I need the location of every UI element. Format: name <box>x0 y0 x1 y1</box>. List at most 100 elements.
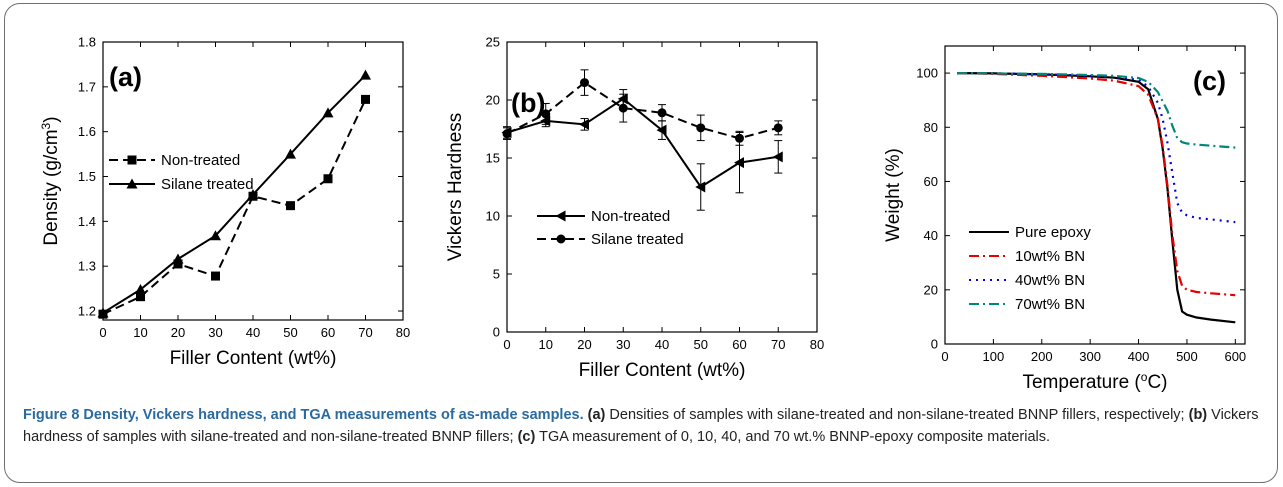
legend-marker <box>126 178 138 189</box>
y-tick-label: 1.2 <box>78 304 96 319</box>
data-point <box>211 271 220 281</box>
x-tick-label: 70 <box>358 325 372 340</box>
y-tick-label: 1.6 <box>78 124 96 139</box>
legend-marker <box>127 155 137 165</box>
x-tick-label: 50 <box>694 337 708 352</box>
data-point <box>97 307 109 318</box>
x-tick-label: 200 <box>1031 349 1053 364</box>
x-axis-title-end: C) <box>1147 372 1167 393</box>
plot-area-frame <box>944 45 1246 345</box>
caption-marker-a: (a) <box>587 407 606 423</box>
caption-text-b: Vickers hardness of samples with silane-… <box>23 407 1259 445</box>
data-point <box>285 148 296 159</box>
chart-tga: 0 100 200 300 400 500 600 0 20 40 60 80 100 Temperatu… <box>883 45 1246 393</box>
data-point <box>286 201 295 211</box>
y-tick-label: 20 <box>924 282 938 297</box>
data-point <box>135 284 146 295</box>
x-axis-title-superscript: o <box>1141 370 1148 384</box>
x-tick-label: 60 <box>732 337 746 352</box>
legend-label: Non-treated <box>161 152 240 169</box>
legend-label: 10wt% BN <box>1015 248 1085 265</box>
x-tick-label: 20 <box>577 337 591 352</box>
y-tick-label: 1.5 <box>78 169 96 184</box>
y-axis-title-superscript: 3 <box>39 122 53 129</box>
legend-label: Silane treated <box>161 176 254 193</box>
y-tick-label: 15 <box>486 151 500 166</box>
caption-text-a: Densities of samples with silane-treated… <box>605 407 1189 423</box>
x-tick-label: 300 <box>1079 349 1101 364</box>
y-tick-label: 1.3 <box>78 259 96 274</box>
data-point <box>657 108 667 118</box>
caption-marker-c: (c) <box>517 429 536 445</box>
data-point <box>322 107 334 118</box>
data-point <box>541 109 551 119</box>
x-tick-label: 30 <box>616 337 630 352</box>
y-tick-label: 60 <box>924 174 938 189</box>
y-axis-title-end: ) <box>41 116 62 122</box>
y-tick-label: 1.4 <box>78 214 96 229</box>
y-tick-label: 1.7 <box>78 79 96 94</box>
data-point <box>210 230 221 241</box>
x-tick-label: 50 <box>283 325 297 340</box>
panel-label: (a) <box>109 62 142 92</box>
y-tick-label: 1.8 <box>78 35 96 50</box>
data-point <box>173 259 183 269</box>
y-tick-label: 25 <box>486 35 500 50</box>
x-tick-label: 40 <box>655 337 669 352</box>
data-point <box>696 123 706 133</box>
data-point <box>361 94 370 104</box>
y-axis-title: Weight (%) <box>883 148 904 242</box>
series-pure-epoxy <box>957 72 1236 324</box>
series-silane-treated <box>502 69 783 146</box>
legend-label: Silane treated <box>591 231 684 248</box>
legend-marker <box>556 234 566 244</box>
x-tick-label: 40 <box>246 325 260 340</box>
y-tick-label: 5 <box>493 267 500 282</box>
x-tick-label: 600 <box>1224 349 1246 364</box>
y-axis-title: Vickers Hardness <box>445 113 466 262</box>
x-tick-label: 0 <box>941 349 948 364</box>
x-tick-label: 30 <box>208 325 222 340</box>
x-axis-title: Filler Content (wt%) <box>170 348 337 369</box>
y-tick-label: 100 <box>916 66 938 81</box>
x-tick-label: 80 <box>396 325 410 340</box>
data-point <box>579 118 589 130</box>
y-axis-title: Density (g/cm3) <box>39 116 62 245</box>
data-point <box>773 123 783 133</box>
x-tick-label: 70 <box>771 337 785 352</box>
x-axis-title: Filler Content (wt%) <box>579 360 746 381</box>
y-tick-label: 20 <box>486 93 500 108</box>
x-tick-label: 10 <box>133 325 147 340</box>
x-tick-label: 60 <box>321 325 335 340</box>
data-point <box>360 69 371 80</box>
data-point <box>656 124 667 136</box>
y-tick-label: 40 <box>924 228 938 243</box>
legend-label: Non-treated <box>591 208 670 225</box>
data-point <box>502 129 512 139</box>
legend-label: 70wt% BN <box>1015 296 1085 313</box>
figure-caption: Figure 8 Density, Vickers hardness, and … <box>23 404 1271 448</box>
series-line <box>957 72 1236 324</box>
y-tick-label: 0 <box>493 325 500 340</box>
series-silane-treated <box>97 69 371 318</box>
caption-text-c: TGA measurement of 0, 10, 40, and 70 wt.… <box>535 429 1051 445</box>
x-tick-label: 400 <box>1128 349 1150 364</box>
x-axis-title: Temperature (oC) <box>1022 370 1167 393</box>
plot-area-frame <box>506 41 818 333</box>
x-tick-label: 80 <box>810 337 824 352</box>
figure-frame: 0 10 20 30 40 50 60 70 80 1.2 1.3 1.4 1.5 1.6 1.7 1.8 Fi… <box>4 3 1278 483</box>
series-line <box>506 97 779 189</box>
x-tick-label: 0 <box>99 325 106 340</box>
data-point <box>695 181 706 193</box>
data-point <box>772 151 783 163</box>
data-point <box>734 157 744 169</box>
series-non-treated <box>98 94 370 319</box>
series-line <box>957 72 1236 297</box>
x-tick-label: 500 <box>1176 349 1198 364</box>
x-tick-label: 100 <box>983 349 1005 364</box>
legend-label: Pure epoxy <box>1015 224 1091 241</box>
data-point <box>172 253 184 264</box>
legend-label: 40wt% BN <box>1015 272 1085 289</box>
y-tick-label: 80 <box>924 120 938 135</box>
series-line <box>506 81 779 140</box>
